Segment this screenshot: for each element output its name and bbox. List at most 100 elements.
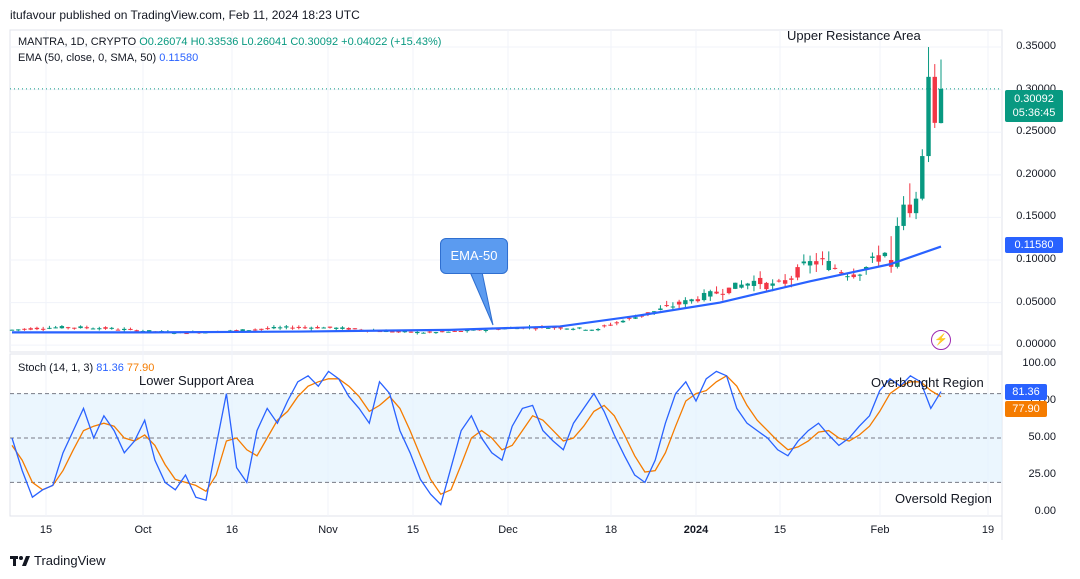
candle-body: [284, 326, 289, 328]
candle-body: [714, 291, 719, 294]
candle-body: [277, 327, 283, 329]
time-tick-label: 15: [406, 524, 420, 536]
last-price-value: 0.30092: [1014, 93, 1054, 105]
candle-body: [633, 317, 638, 319]
price-tick-label: 0.20000: [1016, 167, 1056, 180]
candle-body: [134, 330, 139, 332]
candle-body: [676, 301, 682, 305]
stoch-k-tag: 81.36: [1005, 384, 1047, 400]
candle-body: [59, 326, 65, 329]
candle-body: [103, 327, 108, 329]
stoch-legend-label: Stoch (14, 1, 3): [18, 362, 94, 374]
candle-body: [433, 332, 439, 334]
ema-legend-label: EMA (50, close, 0, SMA, 50): [18, 52, 157, 64]
candle-body: [695, 299, 701, 302]
candle-body: [309, 327, 314, 329]
time-tick-label: Nov: [318, 524, 338, 536]
candle-body: [334, 327, 339, 329]
candle-body: [895, 225, 900, 267]
candle-body: [65, 327, 71, 329]
price-tick-label: 0.35000: [1016, 40, 1056, 53]
candle-body: [907, 204, 913, 214]
candle-body: [807, 261, 813, 266]
candle-body: [16, 329, 21, 331]
candle-body: [570, 328, 576, 330]
stoch-tick-label: 0.00: [1034, 505, 1056, 517]
candle-body: [446, 331, 451, 333]
candle-body: [427, 331, 432, 333]
legend-close: C0.30092: [290, 36, 339, 48]
candle-body: [845, 276, 850, 278]
candle-body: [745, 283, 750, 286]
candle-body: [776, 280, 782, 282]
time-tick-label: Feb: [870, 524, 890, 536]
ema-callout-pointer: [469, 271, 494, 326]
candle-body: [577, 327, 582, 329]
candle-body: [920, 156, 925, 199]
candle-body: [109, 327, 114, 329]
legend-high: H0.33536: [190, 36, 239, 48]
candle-body: [290, 327, 295, 329]
candle-body: [627, 317, 632, 319]
candle-body: [78, 326, 83, 329]
oversold-label: Oversold Region: [895, 491, 992, 506]
candle-body: [832, 267, 838, 269]
published-caption: itufavour published on TradingView.com, …: [10, 8, 360, 22]
time-tick-label: 19: [981, 524, 995, 536]
candle-body: [440, 331, 445, 333]
stoch-tick-label: 50.00: [1028, 431, 1056, 443]
candle-body: [558, 327, 563, 329]
candle-body: [614, 322, 619, 324]
ema-callout[interactable]: EMA-50: [440, 238, 508, 274]
candles: [9, 47, 944, 335]
price-tick-label: 0.15000: [1016, 210, 1056, 223]
candle-body: [863, 267, 869, 270]
tradingview-brand[interactable]: TradingView: [10, 553, 106, 568]
ema-50-line: [12, 245, 942, 334]
candle-body: [546, 327, 551, 329]
candle-body: [458, 330, 464, 332]
candle-body: [770, 283, 775, 286]
time-tick-label: 15: [773, 524, 787, 536]
candle-body: [47, 327, 52, 329]
price-tick-label: 0.00000: [1016, 338, 1056, 351]
candle-body: [234, 330, 239, 332]
candle-body: [938, 88, 944, 124]
candle-body: [901, 204, 906, 226]
candle-body: [259, 328, 264, 330]
candle-body: [726, 287, 732, 294]
candle-body: [402, 331, 407, 333]
candle-body: [820, 258, 825, 260]
candle-body: [415, 331, 420, 334]
stoch-tick-label: 25.00: [1028, 468, 1056, 480]
candle-body: [9, 329, 15, 331]
candle-body: [40, 328, 46, 330]
candle-body: [240, 329, 245, 332]
price-tick-label: 0.10000: [1016, 253, 1056, 265]
candle-body: [321, 327, 326, 329]
lightning-icon[interactable]: ⚡: [931, 330, 951, 350]
candle-body: [128, 328, 133, 330]
stoch-tick-label: 100.00: [1022, 357, 1056, 369]
candle-body: [751, 280, 757, 286]
candle-body: [171, 332, 177, 334]
candle-body: [352, 328, 358, 330]
candle-body: [390, 331, 395, 333]
stoch-d-tag: 77.90: [1005, 401, 1047, 417]
overbought-label: Overbought Region: [871, 375, 984, 390]
time-tick-label: Oct: [134, 524, 152, 536]
grid-lines: [10, 30, 1002, 516]
candle-body: [720, 293, 725, 295]
candle-body: [28, 328, 33, 330]
candle-body: [589, 329, 595, 331]
candle-body: [483, 329, 489, 331]
candle-body: [53, 327, 58, 329]
candle-body: [115, 329, 121, 331]
candle-body: [315, 326, 320, 329]
candle-body: [595, 329, 601, 331]
candle-body: [739, 284, 744, 288]
candle-body: [857, 274, 863, 276]
candle-body: [564, 328, 570, 330]
candle-body: [701, 292, 707, 301]
